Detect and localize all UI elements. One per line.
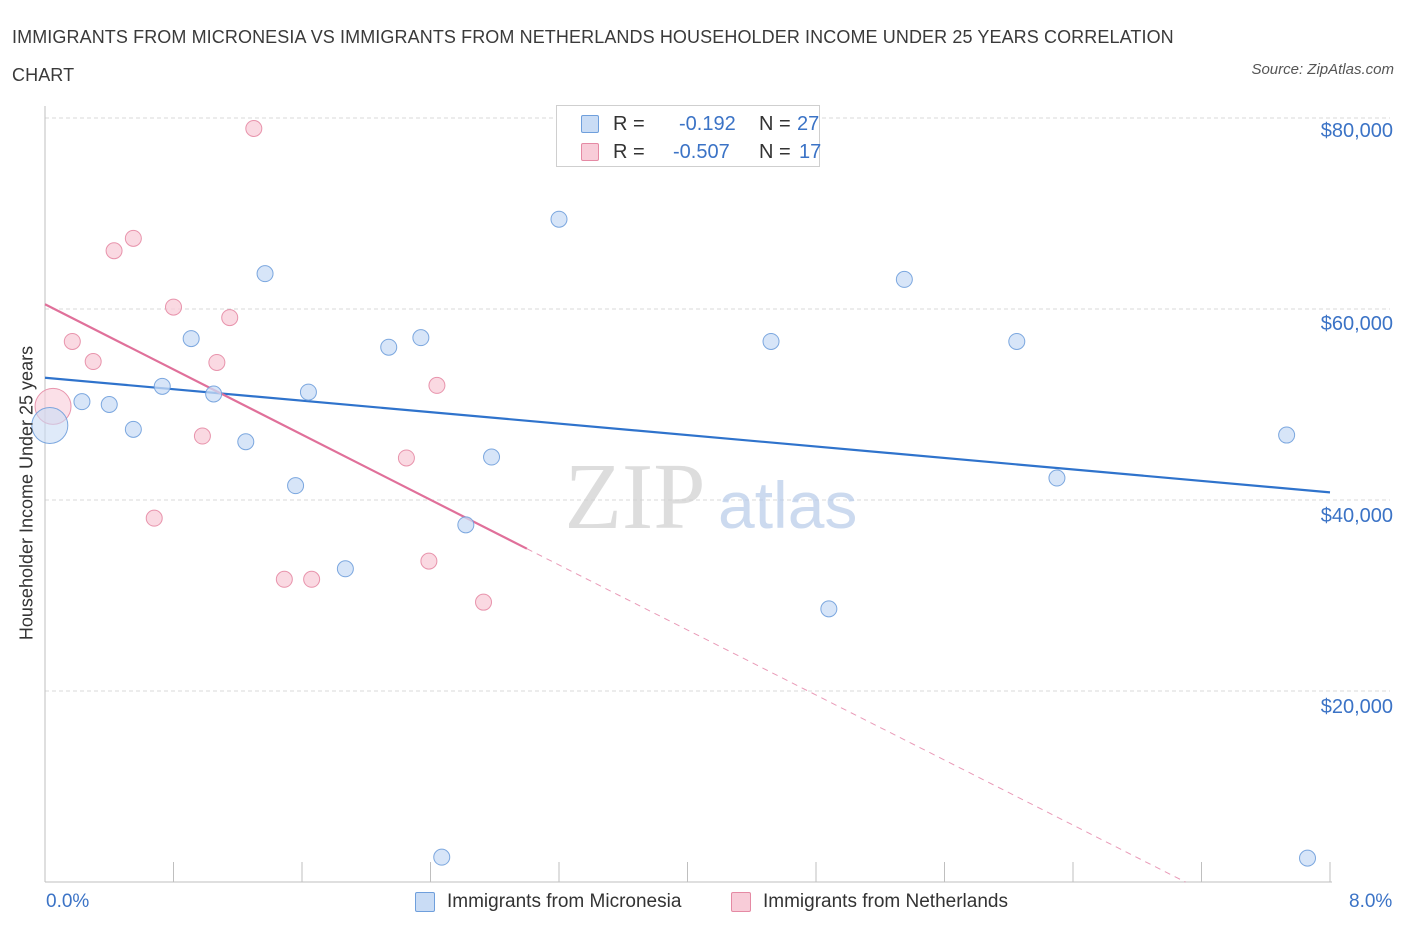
y-axis-label: Householder Income Under 25 years — [16, 345, 37, 641]
data-point — [1299, 849, 1317, 867]
chart-source: Source: ZipAtlas.com — [1251, 61, 1394, 78]
data-point — [457, 516, 475, 534]
trend-line-extension — [526, 548, 1186, 883]
r-label: R = — [613, 113, 645, 135]
netherlands-swatch — [581, 143, 599, 161]
r-value-micronesia: -0.192 — [679, 113, 736, 135]
y-tick-label-80000: $80,000 — [1320, 120, 1393, 142]
data-point — [336, 560, 354, 578]
data-point — [208, 353, 226, 371]
y-tick-label-40000: $40,000 — [1320, 505, 1393, 527]
y-tick-label-20000: $20,000 — [1320, 696, 1393, 718]
data-point — [1278, 426, 1296, 444]
data-point — [762, 332, 780, 350]
watermark-atlas: atlas — [718, 468, 857, 542]
n-value-netherlands: 17 — [799, 141, 822, 163]
legend-swatch-micronesia — [415, 892, 435, 912]
legend-label-micronesia: Immigrants from Micronesia — [447, 891, 682, 912]
data-point — [256, 265, 274, 283]
data-point — [73, 393, 91, 411]
data-point — [205, 385, 223, 403]
micronesia-swatch — [581, 115, 599, 133]
r-label: R = — [613, 141, 645, 163]
trend-line — [44, 376, 1331, 494]
data-point — [63, 332, 81, 350]
n-value-micronesia: 27 — [797, 113, 820, 135]
data-point — [1048, 469, 1066, 487]
data-point — [428, 376, 446, 394]
data-point — [303, 570, 321, 588]
data-point — [287, 477, 305, 495]
data-point — [895, 270, 913, 288]
legend-swatch-netherlands — [731, 892, 751, 912]
data-point — [299, 383, 317, 401]
trend-lines — [44, 303, 1331, 883]
data-point — [165, 298, 182, 316]
legend-label-netherlands: Immigrants from Netherlands — [763, 891, 1008, 912]
data-point — [100, 396, 118, 413]
data-point — [245, 120, 263, 138]
trend-line — [44, 303, 528, 550]
data-point — [124, 420, 142, 438]
data-point — [380, 338, 398, 356]
data-point — [237, 433, 255, 451]
data-point — [550, 210, 568, 228]
data-point — [221, 309, 239, 327]
grid — [45, 117, 1390, 692]
data-point — [124, 229, 142, 247]
data-point — [193, 427, 211, 445]
data-point — [153, 377, 171, 395]
data-point — [182, 330, 200, 348]
chart-title: IMMIGRANTS FROM MICRONESIA VS IMMIGRANTS… — [12, 27, 1174, 85]
watermark: ZIP atlas — [565, 445, 858, 549]
x-tick-label-min: 0.0% — [46, 891, 90, 912]
data-point — [397, 449, 415, 467]
r-value-netherlands: -0.507 — [673, 141, 730, 163]
data-point — [1008, 332, 1026, 350]
data-point — [475, 593, 493, 611]
data-point — [105, 242, 123, 260]
stats-legend: R = -0.192 N = 27 R = -0.507 N = 17 — [556, 105, 822, 167]
data-point — [84, 353, 102, 371]
data-point — [31, 407, 69, 445]
y-tick-label-60000: $60,000 — [1320, 313, 1393, 335]
data-point — [820, 600, 838, 618]
data-point — [433, 848, 451, 866]
data-point — [420, 552, 438, 570]
data-point — [275, 570, 293, 588]
axes — [44, 106, 1332, 883]
x-tick-label-max: 8.0% — [1349, 891, 1393, 912]
data-point — [412, 329, 430, 347]
data-point — [145, 509, 163, 527]
data-point — [483, 448, 501, 466]
n-label: N = — [759, 141, 791, 163]
watermark-zip: ZIP — [565, 445, 706, 549]
n-label: N = — [759, 113, 791, 135]
